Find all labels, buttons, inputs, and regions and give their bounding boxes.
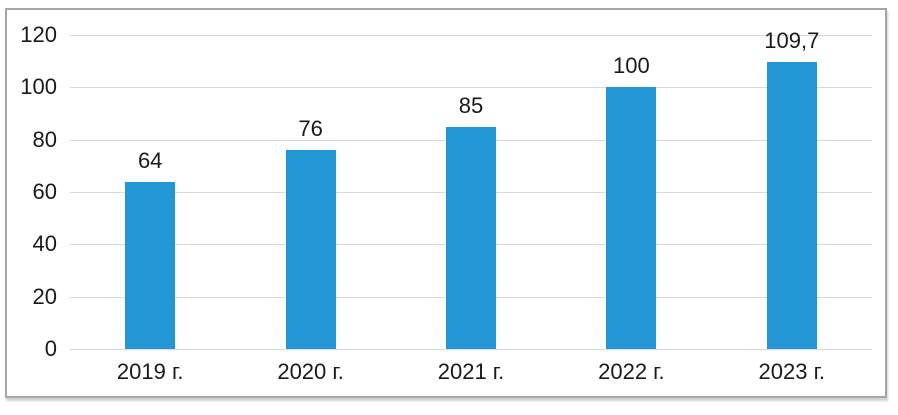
x-tick-label: 2022 г.: [598, 359, 665, 384]
bar: [766, 61, 817, 349]
x-tick-label: 2019 г.: [116, 359, 184, 384]
x-tick-label: 2020 г.: [277, 359, 344, 384]
x-tick-label: 2023 г.: [758, 359, 826, 384]
data-label: 64: [137, 147, 163, 173]
bar: [606, 87, 657, 349]
data-label: 109,7: [764, 27, 820, 53]
y-tick-label: 120: [20, 22, 57, 47]
y-tick-label: 0: [44, 336, 57, 361]
data-label: 76: [298, 116, 323, 142]
y-tick-label: 100: [20, 74, 57, 100]
chart-frame: 0 20 40 60 80 100 120 64 76 85 100 109,7 2019 г. 20…: [5, 8, 887, 398]
y-tick-label: 80: [32, 126, 57, 152]
data-label: 85: [458, 92, 484, 118]
bar: [285, 150, 336, 349]
gridline: [70, 87, 872, 89]
y-tick-label: 20: [32, 283, 57, 309]
x-tick-label: 2021 г.: [437, 359, 505, 384]
y-tick-label: 60: [32, 179, 57, 204]
gridline: [70, 35, 872, 36]
data-label: 100: [613, 53, 650, 79]
gridline: [70, 349, 872, 350]
bar: [125, 181, 176, 349]
bar: [446, 126, 496, 349]
y-tick-label: 40: [32, 231, 57, 257]
